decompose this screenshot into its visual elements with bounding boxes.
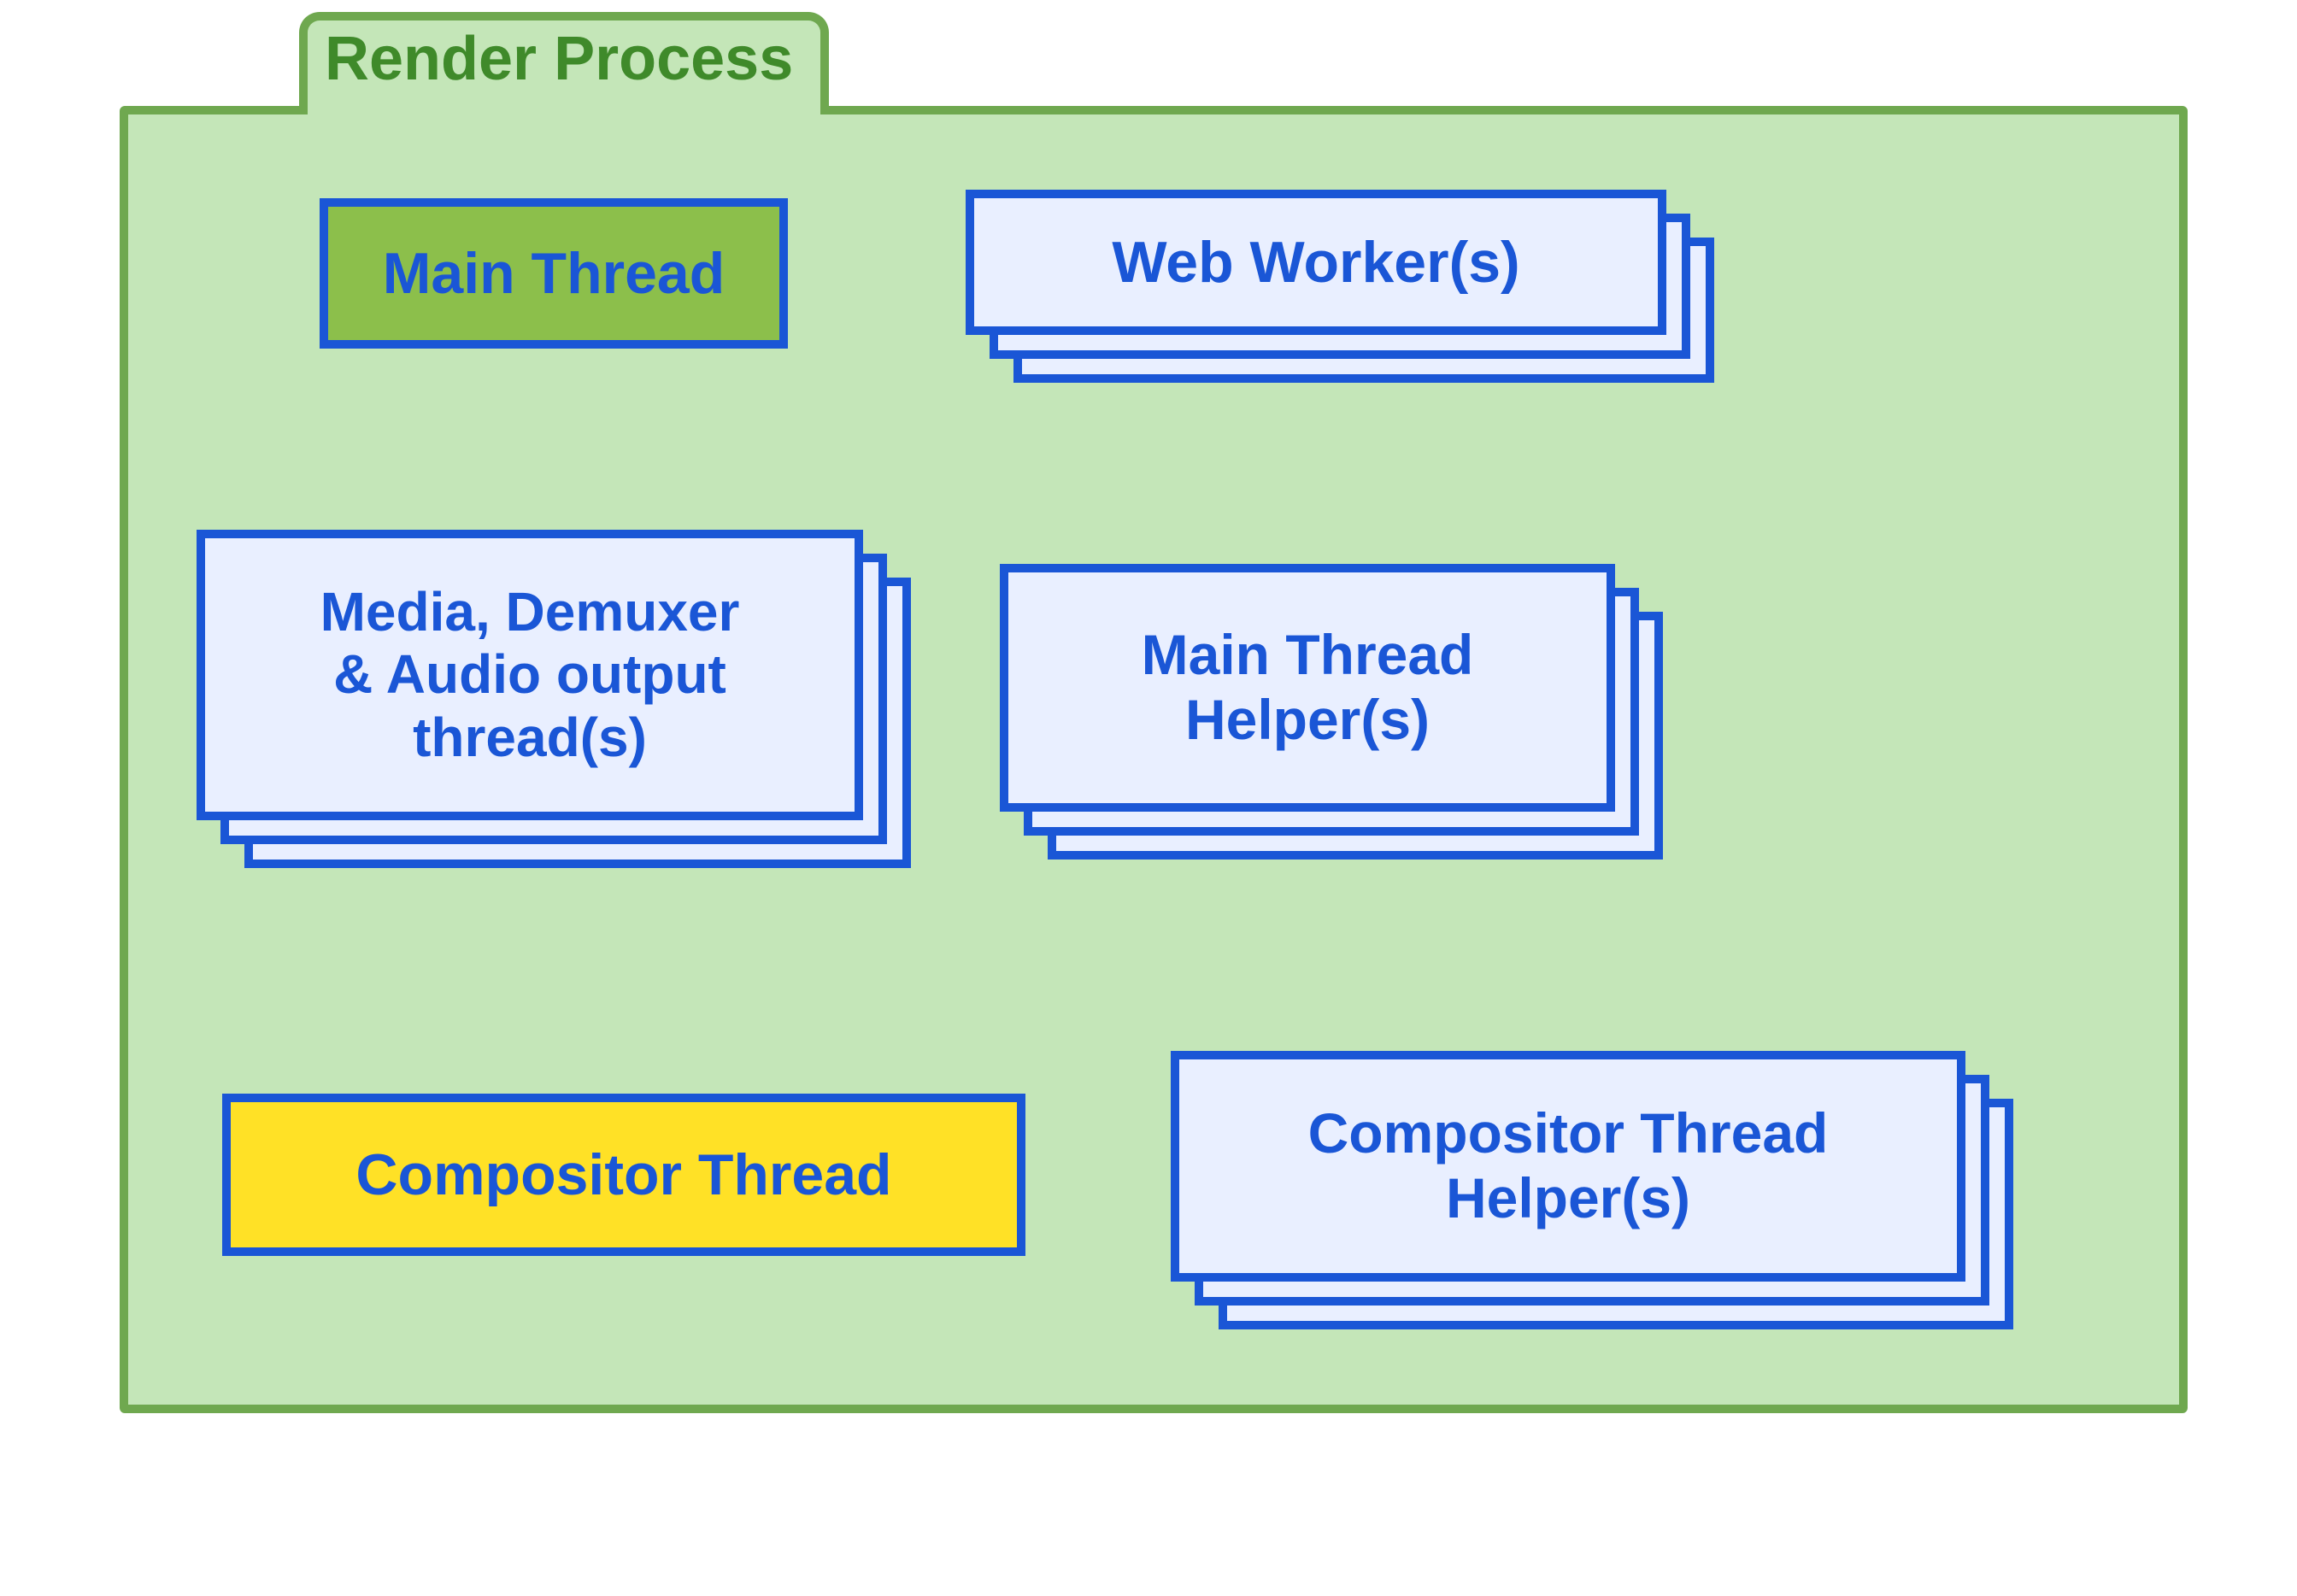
node-compositor-thread: Compositor Thread [222, 1094, 1025, 1256]
node-media-demuxer: Media, Demuxer & Audio output thread(s) [197, 530, 863, 820]
diagram-canvas: Render Process Main Thread Web Worker(s) Me… [0, 0, 2297, 1596]
node-main-thread-helpers: Main Thread Helper(s) [1000, 564, 1615, 812]
node-main-thread: Main Thread [320, 198, 788, 349]
container-seam [308, 104, 820, 118]
container-title: Render Process [325, 24, 793, 94]
node-web-workers: Web Worker(s) [966, 190, 1666, 335]
node-compositor-helpers: Compositor Thread Helper(s) [1171, 1051, 1965, 1282]
